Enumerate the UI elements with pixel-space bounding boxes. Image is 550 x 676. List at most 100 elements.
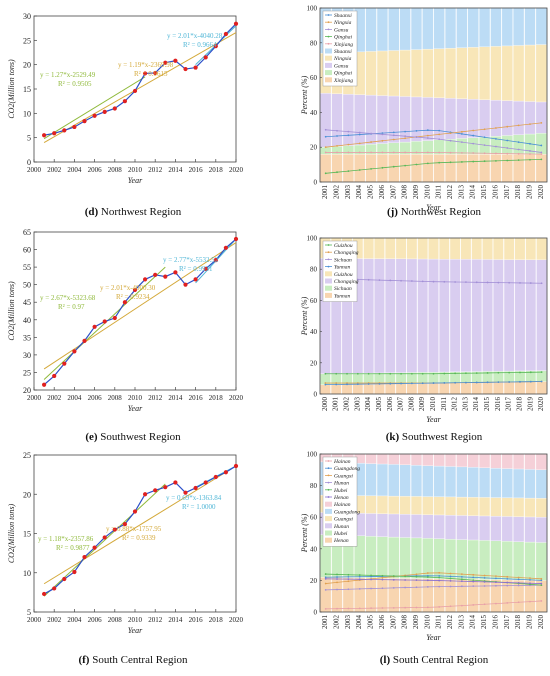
stack-segment-hubei [365,536,377,579]
stack-segment-hainan [490,453,502,469]
y-tick-label: 60 [23,246,31,255]
stack-segment-hainan [399,453,411,465]
share-point [540,151,543,154]
share-point [517,584,520,587]
stack-segment-guangxi [524,497,536,518]
stack-segment-hunan [479,515,491,541]
share-point [346,372,348,375]
stack-segment-shaanxi [444,7,457,49]
x-tick-label: 2012 [446,185,454,200]
x-tick-label: 2004 [355,615,363,630]
share-point [472,134,475,137]
share-point [443,372,446,375]
share-point [517,601,520,604]
share-point [392,575,395,577]
caption-letter: (f) [78,654,92,666]
legend-area-swatch [325,501,332,507]
share-point [410,372,413,375]
share-point [497,381,500,384]
stack-segment-gansu [535,101,547,134]
share-point [517,581,520,584]
stack-segment-gansu [399,96,411,143]
stack-segment-hubei [513,541,525,581]
x-tick-label: 2015 [483,397,491,412]
stack-segment-qinghai [467,137,479,155]
share-point [519,371,521,374]
share-point [400,382,402,385]
x-axis-label: Year [426,203,441,212]
stack-segment-hunan [501,516,513,542]
stack-segment-yunnan [374,383,385,395]
share-point [519,380,521,383]
share-point [404,137,407,140]
stack-segment-guizhou [493,237,504,260]
legend-entry-hunan: Hunan [333,481,349,487]
share-point [486,381,489,384]
y-tick-label: 30 [23,12,31,21]
stack-segment-ningxia [456,47,468,99]
stack-segment-guizhou [385,237,396,259]
share-point [415,575,418,578]
y-tick-label: 55 [23,263,31,272]
share-point [370,587,372,590]
x-tick-label: 2020 [229,394,244,402]
stack-segment-shaanxi [479,7,491,47]
fit-line-2 [43,32,237,143]
share-point [506,139,509,142]
share-point [438,133,441,136]
stack-segment-shaanxi [365,7,377,52]
legend: ShaanxiNingxiaGansuQinghaiXinjiangShaanx… [322,10,358,87]
x-tick-label: 2008 [108,394,123,402]
share-point [347,134,350,137]
x-tick-label: 2012 [148,616,163,624]
stack-segment-hunan [422,514,434,539]
share-point [443,382,446,384]
stack-segment-guizhou [374,237,385,259]
share-point [324,128,327,131]
fit-equation-2: y = 2.01*x-4000.30 [100,284,156,292]
stack-segment-qinghai [535,133,547,155]
chart-caption: (k) Southwest Region [386,431,483,443]
caption-title: South Central Region [393,654,489,666]
y-tick-label: 40 [310,109,318,117]
chart-caption: (f) South Central Region [78,654,188,666]
fit-equation-1: y = 1.27*x-2529.49 [40,71,96,79]
caption-letter: (j) [387,206,401,218]
share-point [336,578,338,580]
stack-segment-shaanxi [422,7,434,50]
share-point [495,137,497,140]
data-point [102,109,107,114]
share-point [517,148,520,151]
share-point [460,161,463,163]
data-point [72,569,77,575]
x-tick-label: 2019 [525,185,533,200]
share-point [475,372,478,374]
x-tick-label: 2020 [229,616,244,624]
data-point [52,373,57,379]
legend-entry-hunan: Hunan [333,524,349,530]
share-point [367,372,370,375]
stack-segment-hubei [524,541,536,581]
x-tick-label: 2012 [148,394,163,402]
share-point [415,573,418,576]
plot-frame [319,7,548,183]
y-tick-label: 0 [314,179,318,187]
y-axis-label: CO2(Million tons) [7,281,16,341]
stack-segment-xinjiang [456,154,468,183]
y-tick-label: 100 [307,5,318,13]
x-tick-label: 2012 [148,166,163,174]
legend-entry-chongqing: Chongqing [334,250,359,256]
stack-segment-yunnan [439,382,450,395]
legend-area-swatch [325,508,332,514]
data-point [173,480,178,485]
share-point [540,144,543,147]
share-point [517,578,520,581]
x-tick-label: 2017 [503,185,511,200]
stack-segment-yunnan [406,383,418,395]
share-point [506,159,509,162]
x-tick-label: 2004 [67,394,82,402]
legend-marker [327,474,330,477]
data-point [203,55,208,60]
share-point [336,607,338,610]
stack-segment-hainan [467,453,479,468]
